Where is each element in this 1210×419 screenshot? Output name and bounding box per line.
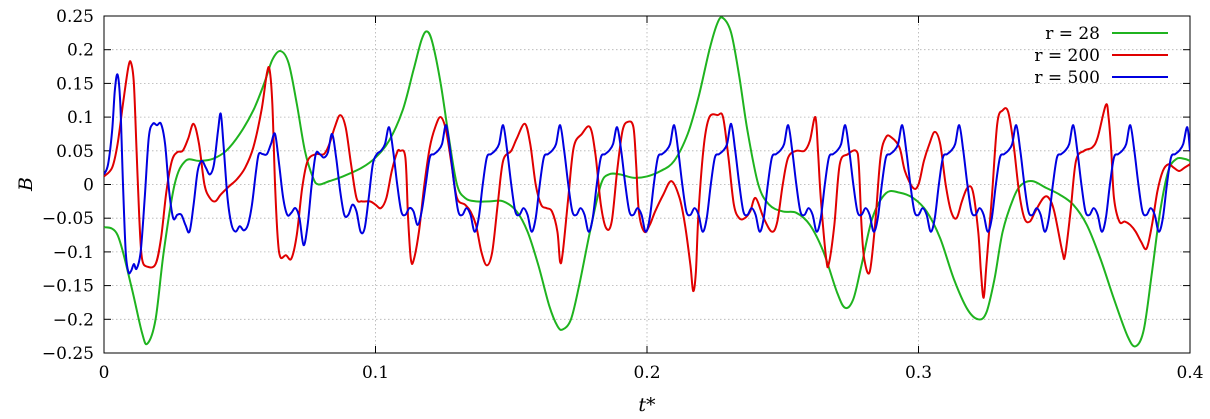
y-tick-label: −0.15 — [42, 277, 94, 297]
legend-label: r = 200 — [1034, 46, 1100, 66]
x-tick-label: 0 — [99, 363, 110, 383]
x-axis-title: t* — [638, 394, 656, 416]
y-axis-title: B — [15, 177, 37, 192]
y-tick-label: −0.05 — [42, 209, 94, 229]
y-tick-label: −0.2 — [53, 310, 94, 330]
x-tick-label: 0.4 — [1176, 363, 1203, 383]
x-tick-label: 0.3 — [905, 363, 932, 383]
x-tick-label: 0.2 — [633, 363, 660, 383]
y-tick-label: 0.25 — [56, 7, 94, 27]
y-tick-label: 0 — [83, 176, 94, 196]
legend-label: r = 28 — [1045, 24, 1100, 44]
y-tick-label: 0.2 — [67, 41, 94, 61]
y-tick-label: 0.1 — [67, 108, 94, 128]
y-tick-label: 0.05 — [56, 142, 94, 162]
legend-label: r = 500 — [1034, 68, 1100, 88]
series-line-1 — [104, 16, 1190, 348]
x-tick-label: 0.1 — [362, 363, 389, 383]
y-tick-label: −0.25 — [42, 344, 94, 364]
y-tick-label: 0.15 — [56, 74, 94, 94]
y-tick-label: −0.1 — [53, 243, 94, 263]
series-line-3 — [104, 73, 1190, 275]
axis-ticks: 0 0.1 0.2 0.3 0.4 −0.25 −0.2 −0.15 −0.1 −0.05 0 0.0… — [42, 7, 1204, 383]
series-layer — [104, 16, 1190, 348]
grid-lines — [104, 16, 1190, 353]
series-line-2 — [104, 60, 1190, 299]
